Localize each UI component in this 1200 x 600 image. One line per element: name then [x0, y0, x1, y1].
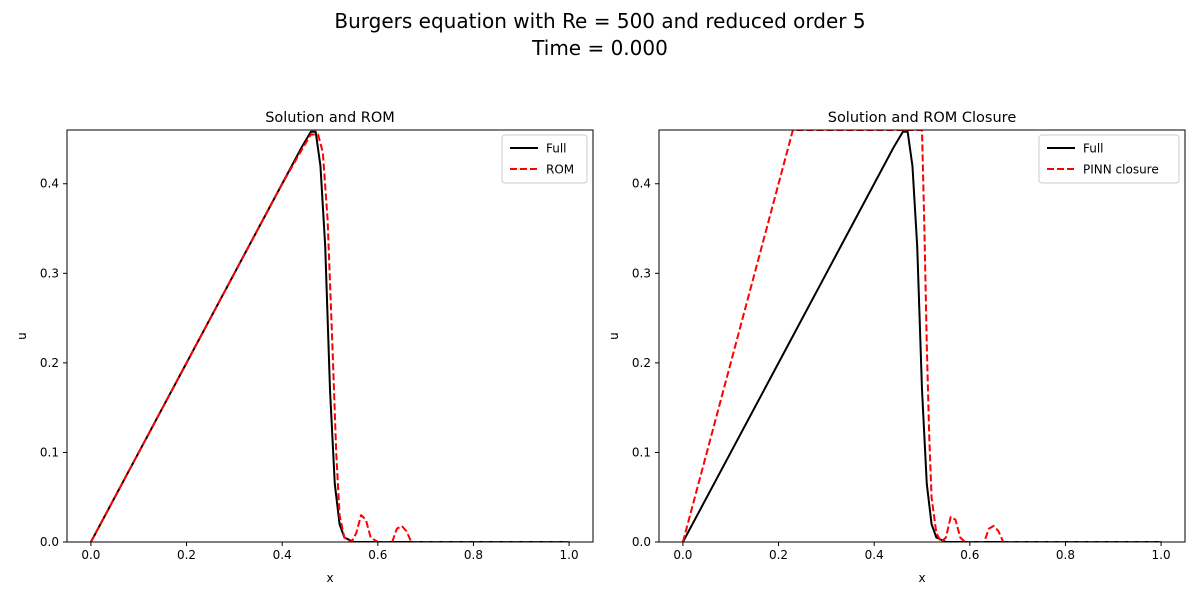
x-tick-label: 0.6	[960, 548, 979, 562]
x-axis-label: x	[918, 571, 925, 585]
legend-label: ROM	[546, 163, 574, 177]
figure-title-line1: Burgers equation with Re = 500 and reduc…	[334, 9, 866, 33]
legend-label: Full	[1083, 142, 1104, 156]
axes-frame	[658, 129, 1186, 543]
axes-frame	[66, 129, 594, 543]
y-tick-label: 0.2	[632, 356, 651, 370]
x-tick-label: 0.4	[865, 548, 884, 562]
y-tick-label: 0.1	[40, 445, 59, 459]
x-tick-label: 0.0	[673, 548, 692, 562]
legend-label: Full	[546, 142, 567, 156]
y-tick-label: 0.0	[40, 535, 59, 549]
figure-title-line2: Time = 0.000	[532, 36, 668, 60]
y-tick-label: 0.4	[40, 177, 59, 191]
y-tick-label: 0.1	[632, 445, 651, 459]
legend-box	[501, 134, 588, 184]
x-tick-label: 0.8	[464, 548, 483, 562]
x-tick-label: 1.0	[560, 548, 579, 562]
y-tick-label: 0.2	[40, 356, 59, 370]
y-axis-label: u	[15, 332, 29, 340]
x-tick-label: 1.0	[1152, 548, 1171, 562]
legend: Full ROM	[501, 134, 588, 184]
y-tick-label: 0.3	[632, 266, 651, 280]
chart-panel-1: 0.0 0.2 0.4 0.6 0.8 1.0 0.0 0.1 0.2 0.3 0.4 Solutio…	[15, 110, 594, 585]
legend: Full PINN closure	[1038, 134, 1180, 184]
x-tick-label: 0.0	[81, 548, 100, 562]
x-tick-label: 0.8	[1056, 548, 1075, 562]
chart-title: Solution and ROM	[265, 110, 395, 126]
x-axis-label: x	[326, 571, 333, 585]
y-tick-label: 0.3	[40, 266, 59, 280]
series-line-rom	[90, 133, 570, 542]
x-tick-label: 0.6	[368, 548, 387, 562]
series-line-pinn-closure	[681, 130, 1162, 542]
y-tick-label: 0.4	[632, 177, 651, 191]
series-line-full	[90, 130, 570, 542]
y-axis-label: u	[607, 332, 621, 340]
chart-title: Solution and ROM Closure	[828, 110, 1017, 126]
x-tick-label: 0.2	[177, 548, 196, 562]
x-tick-label: 0.2	[769, 548, 788, 562]
y-tick-label: 0.0	[632, 535, 651, 549]
series-line-full	[682, 130, 1162, 542]
legend-label: PINN closure	[1083, 163, 1159, 177]
chart-panel-2: 0.0 0.2 0.4 0.6 0.8 1.0 0.0 0.1 0.2 0.3 0.4 Solutio…	[607, 110, 1186, 585]
x-tick-label: 0.4	[273, 548, 292, 562]
